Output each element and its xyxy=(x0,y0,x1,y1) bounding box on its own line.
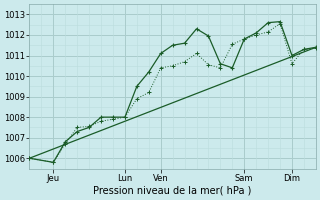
X-axis label: Pression niveau de la mer( hPa ): Pression niveau de la mer( hPa ) xyxy=(93,186,252,196)
